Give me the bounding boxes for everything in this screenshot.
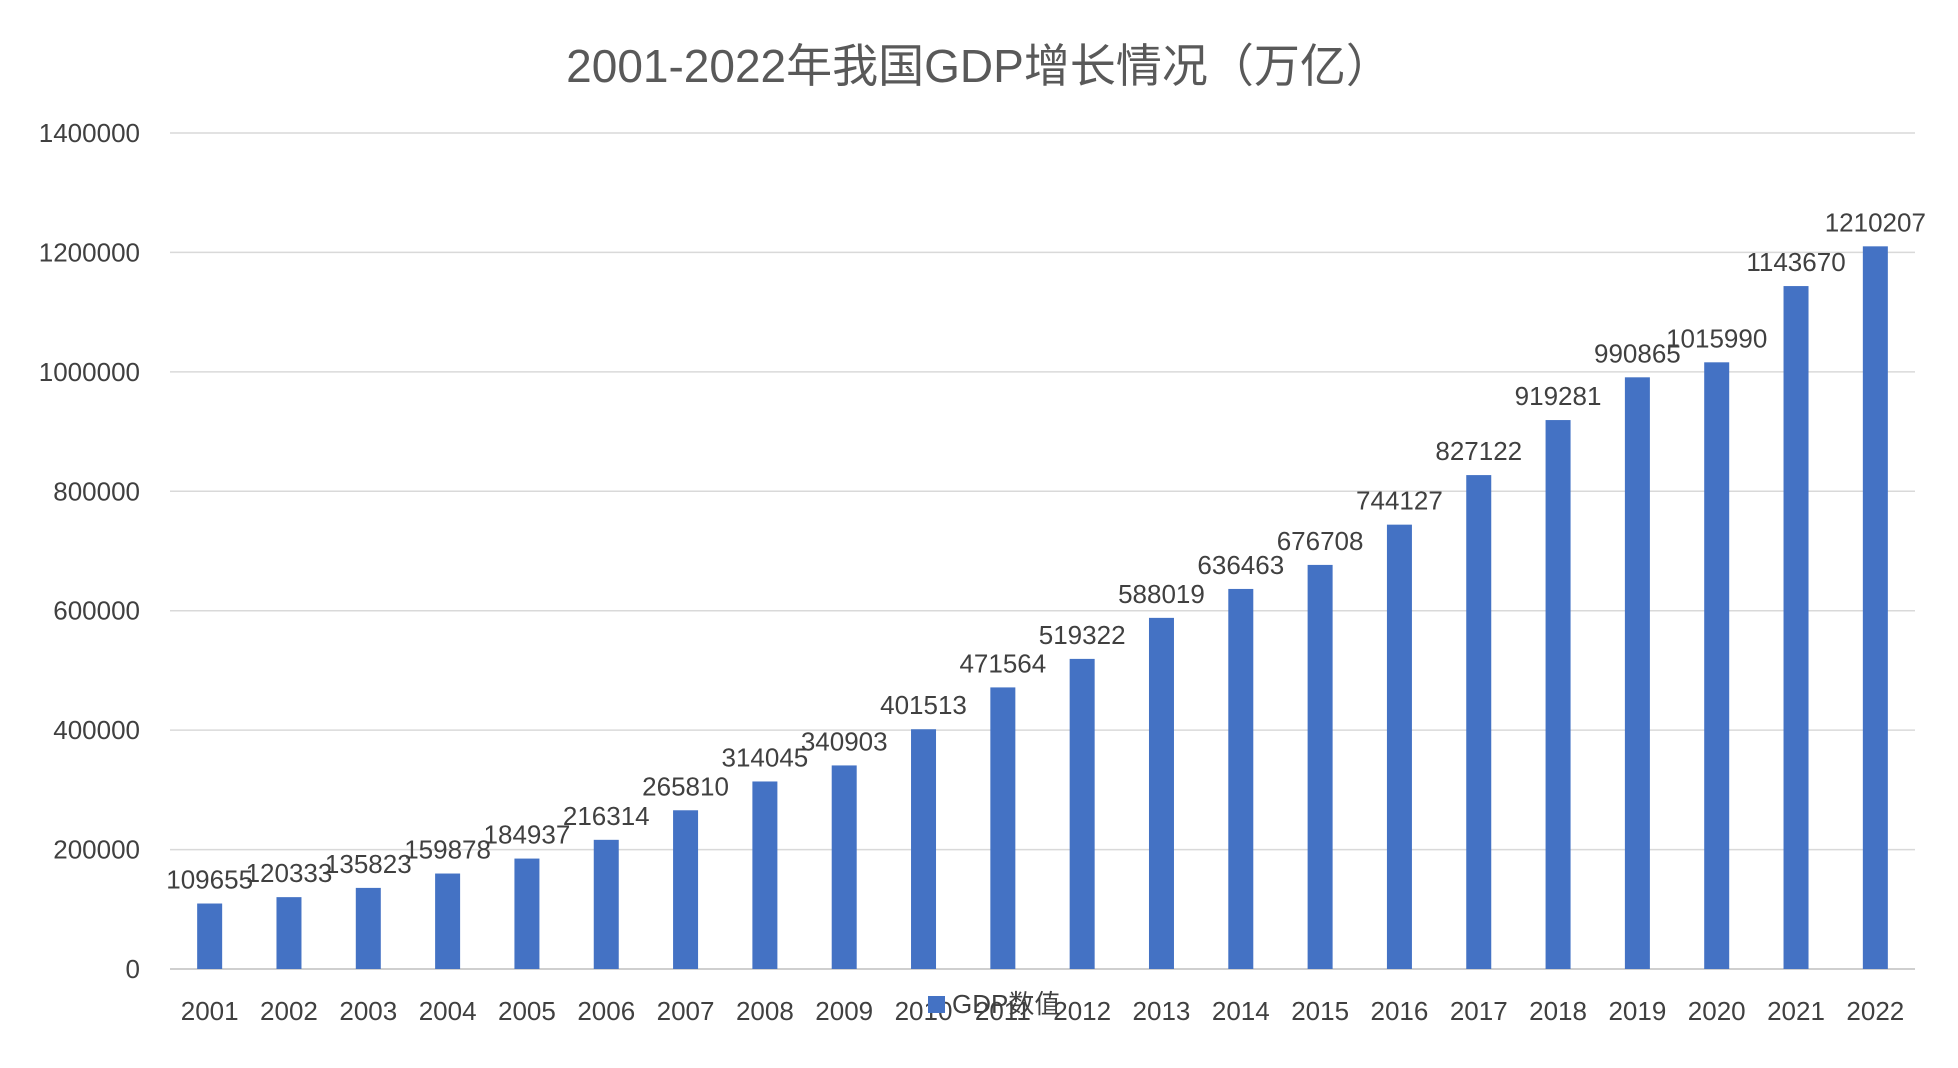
x-tick-label: 2012 xyxy=(1053,996,1111,1026)
x-tick-label: 2015 xyxy=(1291,996,1349,1026)
bar xyxy=(435,873,461,969)
y-tick-label: 800000 xyxy=(53,476,140,506)
x-tick-label: 2020 xyxy=(1688,996,1746,1026)
bar xyxy=(1783,286,1809,969)
x-tick-label: 2016 xyxy=(1371,996,1429,1026)
data-label: 184937 xyxy=(484,820,571,850)
y-tick-label: 0 xyxy=(126,954,140,984)
x-tick-label: 2019 xyxy=(1608,996,1666,1026)
x-tick-label: 2002 xyxy=(260,996,318,1026)
x-tick-label: 2001 xyxy=(181,996,239,1026)
data-label: 588019 xyxy=(1118,579,1205,609)
data-label: 1143670 xyxy=(1746,247,1845,277)
x-tick-label: 2013 xyxy=(1133,996,1191,1026)
data-label: 471564 xyxy=(959,648,1046,678)
x-tick-label: 2004 xyxy=(419,996,477,1026)
bars xyxy=(197,246,1888,970)
data-label: 1015990 xyxy=(1666,323,1767,353)
data-label: 990865 xyxy=(1594,338,1681,368)
bar xyxy=(1862,246,1888,970)
data-label: 676708 xyxy=(1277,526,1364,556)
bar xyxy=(1307,564,1333,969)
data-label: 919281 xyxy=(1515,381,1602,411)
x-tick-label: 2011 xyxy=(975,996,1031,1026)
legend-label: GDP数值 xyxy=(952,989,1060,1019)
y-tick-label: 200000 xyxy=(53,835,140,865)
x-tick-label: 2021 xyxy=(1767,996,1825,1026)
x-tick-label: 2007 xyxy=(657,996,715,1026)
data-label: 401513 xyxy=(880,690,967,720)
data-label: 109655 xyxy=(166,865,253,895)
y-tick-label: 600000 xyxy=(53,596,140,626)
data-label: 159878 xyxy=(404,835,491,865)
chart-title: 2001-2022年我国GDP增长情况（万亿） xyxy=(566,40,1392,92)
bar xyxy=(514,858,540,969)
bar xyxy=(355,887,381,969)
x-tick-label: 2022 xyxy=(1846,996,1904,1026)
x-tick-label: 2008 xyxy=(736,996,794,1026)
data-label: 314045 xyxy=(722,742,809,772)
data-labels: 1096551203331358231598781849372163142658… xyxy=(166,207,1926,894)
x-tick-label: 2006 xyxy=(577,996,635,1026)
legend: GDP数值 xyxy=(928,989,1060,1019)
data-label: 827122 xyxy=(1435,436,1522,466)
bar xyxy=(276,897,302,969)
data-label: 1210207 xyxy=(1825,207,1926,237)
x-tick-label: 2018 xyxy=(1529,996,1587,1026)
bar xyxy=(1624,377,1650,970)
data-label: 519322 xyxy=(1039,620,1126,650)
data-label: 744127 xyxy=(1356,486,1443,516)
data-label: 636463 xyxy=(1197,550,1284,580)
bar xyxy=(831,765,857,969)
data-label: 340903 xyxy=(801,726,888,756)
grid-lines xyxy=(170,132,1915,970)
bar xyxy=(990,687,1016,969)
data-label: 120333 xyxy=(246,858,333,888)
x-axis-ticks: 2001 2002 2003 2004 2005 2006 2007 2008 2009 2010… xyxy=(181,996,1905,1026)
x-tick-label: 2009 xyxy=(815,996,873,1026)
data-label: 265810 xyxy=(642,771,729,801)
x-tick-label: 2014 xyxy=(1212,996,1270,1026)
bar xyxy=(911,729,937,969)
y-tick-label: 1400000 xyxy=(39,118,140,148)
y-tick-label: 1200000 xyxy=(39,237,140,267)
legend-swatch xyxy=(928,996,945,1013)
bar xyxy=(1466,475,1492,969)
bar xyxy=(1069,658,1095,969)
bar xyxy=(1228,588,1254,969)
bar xyxy=(673,810,699,969)
x-tick-label: 2017 xyxy=(1450,996,1508,1026)
bar xyxy=(197,903,223,969)
bar xyxy=(1148,617,1174,969)
bar xyxy=(1704,362,1730,969)
bar xyxy=(593,839,619,969)
x-tick-label: 2003 xyxy=(339,996,397,1026)
bar xyxy=(1386,524,1412,969)
data-label: 135823 xyxy=(325,849,412,879)
x-tick-label: 2005 xyxy=(498,996,556,1026)
y-tick-label: 1000000 xyxy=(39,357,140,387)
bar xyxy=(1545,420,1571,969)
data-label: 216314 xyxy=(563,801,650,831)
y-tick-label: 400000 xyxy=(53,715,140,745)
y-axis-ticks: 0 200000 400000 600000 800000 1000000 1200000 1… xyxy=(39,118,140,984)
bar xyxy=(752,781,778,969)
